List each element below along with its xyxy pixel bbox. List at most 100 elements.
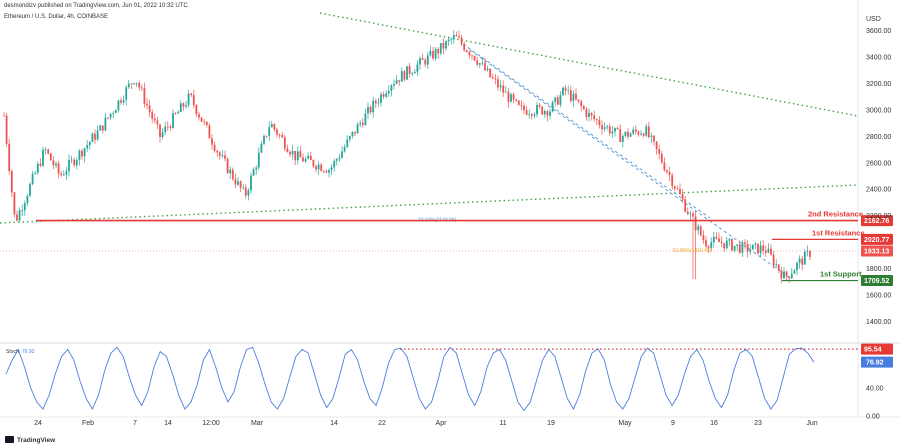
candle[interactable] xyxy=(421,54,424,60)
candle[interactable] xyxy=(380,92,382,107)
candle[interactable] xyxy=(159,123,161,143)
candle[interactable] xyxy=(177,110,180,114)
candle[interactable] xyxy=(322,170,325,174)
candle[interactable] xyxy=(627,128,629,140)
candle[interactable] xyxy=(658,144,661,160)
candle[interactable] xyxy=(403,70,406,82)
candle[interactable] xyxy=(289,150,291,158)
candle[interactable] xyxy=(419,56,421,70)
candle[interactable] xyxy=(660,150,663,164)
candle[interactable] xyxy=(413,68,416,74)
candle[interactable] xyxy=(169,124,172,131)
candle[interactable] xyxy=(434,46,437,61)
candle[interactable] xyxy=(247,188,250,201)
candle[interactable] xyxy=(491,73,494,80)
candle[interactable] xyxy=(81,148,83,160)
candle[interactable] xyxy=(31,171,34,186)
candle[interactable] xyxy=(523,102,525,115)
candle[interactable] xyxy=(47,148,50,155)
candle[interactable] xyxy=(252,167,255,176)
candle[interactable] xyxy=(341,146,343,159)
candle[interactable] xyxy=(278,133,281,139)
candle[interactable] xyxy=(395,75,398,85)
candle[interactable] xyxy=(712,231,715,248)
candle[interactable] xyxy=(213,141,216,153)
candle[interactable] xyxy=(211,134,213,150)
candle[interactable] xyxy=(458,30,460,39)
candle[interactable] xyxy=(130,83,133,90)
candle[interactable] xyxy=(551,100,554,113)
candle[interactable] xyxy=(229,166,232,179)
candle[interactable] xyxy=(385,90,388,99)
candle[interactable] xyxy=(723,242,726,252)
candle[interactable] xyxy=(476,56,479,67)
candle[interactable] xyxy=(783,266,785,279)
candle[interactable] xyxy=(520,100,523,111)
candle[interactable] xyxy=(182,102,185,111)
candle[interactable] xyxy=(515,98,518,102)
candle[interactable] xyxy=(343,144,346,153)
candle[interactable] xyxy=(146,98,148,110)
candle[interactable] xyxy=(432,47,434,61)
candle[interactable] xyxy=(801,255,804,270)
candle[interactable] xyxy=(603,122,606,132)
candle[interactable] xyxy=(312,159,315,169)
candle[interactable] xyxy=(242,183,245,190)
candle[interactable] xyxy=(673,185,676,192)
candle[interactable] xyxy=(689,210,692,220)
candle[interactable] xyxy=(528,109,531,119)
candle[interactable] xyxy=(494,73,497,85)
candle[interactable] xyxy=(60,170,63,177)
candle[interactable] xyxy=(354,131,356,137)
candle[interactable] xyxy=(699,224,702,237)
candle[interactable] xyxy=(73,157,76,168)
candle[interactable] xyxy=(49,152,52,161)
candle[interactable] xyxy=(44,146,47,155)
candle[interactable] xyxy=(611,126,614,138)
candle[interactable] xyxy=(239,180,242,193)
candle[interactable] xyxy=(707,244,710,253)
candle[interactable] xyxy=(5,113,8,147)
candle[interactable] xyxy=(296,146,299,165)
candle[interactable] xyxy=(224,150,226,162)
candle[interactable] xyxy=(325,169,328,174)
candle[interactable] xyxy=(96,125,99,141)
candle[interactable] xyxy=(270,120,273,128)
candle[interactable] xyxy=(172,109,174,129)
candle[interactable] xyxy=(86,139,89,152)
candle[interactable] xyxy=(481,56,484,66)
candle[interactable] xyxy=(655,141,658,155)
candle[interactable] xyxy=(697,224,700,235)
candle[interactable] xyxy=(143,82,146,108)
candle[interactable] xyxy=(359,120,362,128)
candle[interactable] xyxy=(445,39,447,51)
candle[interactable] xyxy=(455,31,458,37)
candle[interactable] xyxy=(192,89,195,109)
candle[interactable] xyxy=(156,116,159,130)
candle[interactable] xyxy=(83,147,86,163)
candle[interactable] xyxy=(36,161,39,175)
candle[interactable] xyxy=(369,105,372,115)
candle[interactable] xyxy=(374,98,377,108)
candle[interactable] xyxy=(65,166,68,180)
candle[interactable] xyxy=(281,132,284,138)
candle[interactable] xyxy=(637,130,640,137)
candle[interactable] xyxy=(416,60,419,76)
candle[interactable] xyxy=(681,189,684,204)
candle[interactable] xyxy=(754,242,757,250)
candle[interactable] xyxy=(265,135,268,139)
candle[interactable] xyxy=(255,165,258,175)
candle[interactable] xyxy=(575,88,577,101)
candle[interactable] xyxy=(34,170,37,175)
candle[interactable] xyxy=(127,79,130,89)
candle[interactable] xyxy=(52,156,55,170)
candle[interactable] xyxy=(460,35,463,47)
candle[interactable] xyxy=(250,172,252,194)
candle[interactable] xyxy=(377,97,380,107)
candle[interactable] xyxy=(556,94,559,106)
candle[interactable] xyxy=(577,99,580,104)
candle[interactable] xyxy=(88,141,91,150)
candle[interactable] xyxy=(122,95,125,106)
candle[interactable] xyxy=(530,112,533,120)
candle[interactable] xyxy=(174,112,177,115)
